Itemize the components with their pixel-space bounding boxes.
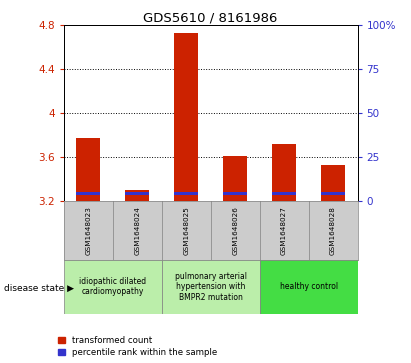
- Text: pulmonary arterial
hypertension with
BMPR2 mutation: pulmonary arterial hypertension with BMP…: [175, 272, 247, 302]
- Bar: [162, 260, 260, 314]
- Text: GSM1648027: GSM1648027: [281, 206, 287, 255]
- Title: GDS5610 / 8161986: GDS5610 / 8161986: [143, 11, 278, 24]
- Bar: [260, 260, 358, 314]
- Text: GSM1648024: GSM1648024: [134, 206, 140, 255]
- Text: disease state ▶: disease state ▶: [4, 284, 74, 293]
- Text: GSM1648026: GSM1648026: [232, 206, 238, 255]
- Bar: [272, 144, 296, 201]
- Bar: [321, 165, 345, 201]
- Bar: [64, 260, 162, 314]
- Bar: [125, 191, 150, 201]
- Bar: [272, 192, 296, 195]
- Text: GSM1648025: GSM1648025: [183, 206, 189, 255]
- Text: GSM1648023: GSM1648023: [85, 206, 91, 255]
- Text: GSM1648028: GSM1648028: [330, 206, 336, 255]
- Text: healthy control: healthy control: [279, 282, 338, 291]
- Bar: [125, 192, 150, 195]
- Text: idiopathic dilated
cardiomyopathy: idiopathic dilated cardiomyopathy: [79, 277, 146, 297]
- Bar: [223, 156, 247, 201]
- Bar: [321, 192, 345, 195]
- Bar: [223, 192, 247, 195]
- Bar: [174, 192, 199, 195]
- Bar: [174, 33, 199, 201]
- Bar: [76, 192, 100, 195]
- Legend: transformed count, percentile rank within the sample: transformed count, percentile rank withi…: [58, 336, 217, 357]
- Bar: [76, 138, 100, 201]
